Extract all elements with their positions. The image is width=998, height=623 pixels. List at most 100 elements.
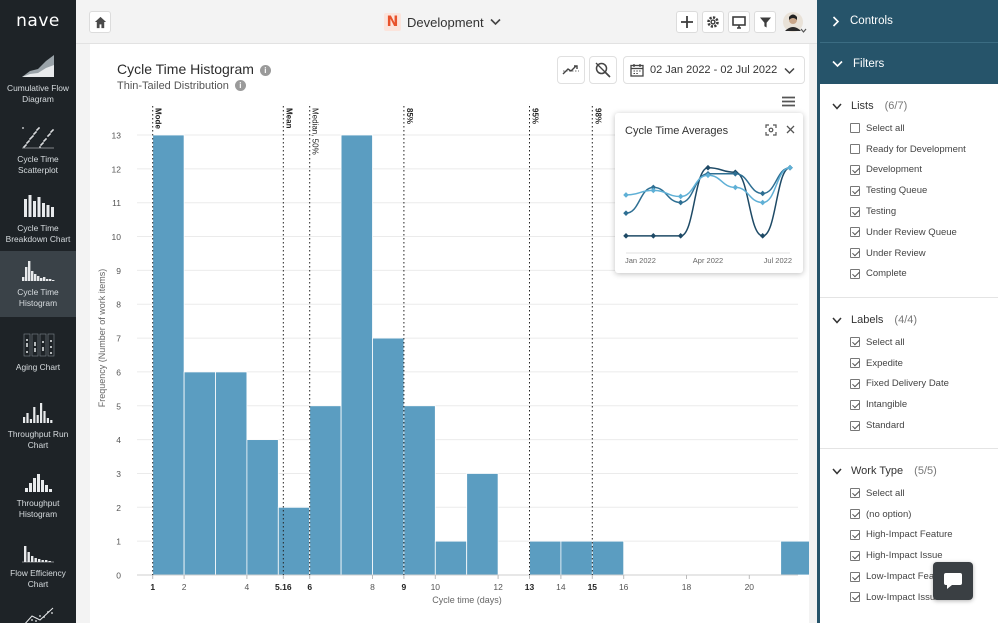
no-forecast-button[interactable] [589, 56, 617, 84]
filter-option[interactable]: High-Impact Feature [820, 525, 998, 546]
filter-option[interactable]: Intangible [820, 394, 998, 415]
brand-logo[interactable]: nave [16, 11, 60, 31]
filter-option[interactable]: Under Review [820, 243, 998, 264]
filter-group-header[interactable]: Labels (4/4) [820, 308, 998, 332]
filter-option[interactable]: Development [820, 160, 998, 181]
close-icon[interactable] [786, 125, 795, 134]
nav-item-aging-chart[interactable]: Aging Chart [0, 326, 76, 386]
filter-option[interactable]: Under Review Queue [820, 222, 998, 243]
averages-point[interactable] [759, 199, 766, 206]
averages-point[interactable] [650, 187, 657, 194]
histogram-bar[interactable] [340, 134, 373, 576]
filter-option[interactable]: Fixed Delivery Date [820, 374, 998, 395]
averages-point[interactable] [759, 190, 766, 197]
checkbox-checked[interactable] [850, 550, 860, 561]
histogram-bar[interactable] [529, 540, 562, 576]
filter-option[interactable]: Expedite [820, 353, 998, 374]
chart-menu-button[interactable] [782, 94, 795, 112]
checkbox-checked[interactable] [850, 420, 860, 431]
averages-point[interactable] [623, 192, 629, 198]
filter-option[interactable]: High-Impact Issue [820, 545, 998, 566]
averages-point[interactable] [650, 233, 657, 239]
filter-option[interactable]: (no option) [820, 504, 998, 525]
checkbox-checked[interactable] [850, 509, 860, 520]
histogram-bar[interactable] [591, 540, 625, 576]
checkbox-checked[interactable] [850, 529, 860, 540]
home-button[interactable] [89, 11, 111, 33]
checkbox-checked[interactable] [850, 488, 860, 499]
checkbox-checked[interactable] [850, 185, 860, 196]
filter-option[interactable]: Testing [820, 201, 998, 222]
add-button[interactable] [676, 11, 698, 33]
checkbox-checked[interactable] [850, 571, 860, 582]
averages-point[interactable] [759, 233, 766, 239]
controls-header[interactable]: Controls [820, 0, 998, 42]
histogram-bar[interactable] [780, 540, 809, 576]
histogram-bar[interactable] [466, 473, 499, 576]
nav-item-cycle-time-histogram[interactable]: Cycle Time Histogram [0, 251, 76, 317]
averages-point[interactable] [677, 193, 684, 200]
user-menu[interactable] [782, 11, 808, 35]
averages-point[interactable] [623, 233, 629, 239]
histogram-bar[interactable] [309, 405, 342, 576]
histogram-bar[interactable] [372, 337, 405, 576]
nav-item-flow-efficiency-chart[interactable]: Flow Efficiency Chart [0, 532, 76, 594]
histogram-bar[interactable] [152, 134, 185, 576]
filter-button[interactable] [754, 11, 776, 33]
averages-point[interactable] [787, 164, 793, 171]
filters-header[interactable]: Filters [820, 42, 998, 84]
filter-option[interactable]: Ready for Development [820, 139, 998, 160]
nav-item-throughput-run-chart[interactable]: Throughput Run Chart [0, 393, 76, 455]
histogram-bar[interactable] [560, 540, 593, 576]
filter-option[interactable]: Complete [820, 264, 998, 285]
nav-item-cumulative-flow-diagram[interactable]: Cumulative Flow Diagram [0, 47, 76, 109]
checkbox-checked[interactable] [850, 227, 860, 238]
averages-point[interactable] [677, 199, 684, 206]
board-selector[interactable]: N Development [384, 11, 501, 33]
checkbox-checked[interactable] [850, 206, 860, 217]
checkbox-unchecked[interactable] [850, 123, 860, 134]
filter-option[interactable]: Select all [820, 483, 998, 504]
filter-option[interactable]: Low-Impact Issue [820, 587, 998, 608]
checkbox-checked[interactable] [850, 337, 860, 348]
display-button[interactable] [728, 11, 750, 33]
averages-point[interactable] [705, 164, 711, 171]
averages-point[interactable] [732, 170, 739, 177]
info-icon[interactable]: i [234, 80, 246, 91]
filter-option[interactable]: Select all [820, 332, 998, 353]
checkbox-checked[interactable] [850, 592, 860, 603]
averages-point[interactable] [650, 184, 657, 191]
nav-item-cycle-time-breakdown-chart[interactable]: Cycle Time Breakdown Chart [0, 187, 76, 249]
histogram-bar[interactable] [277, 506, 311, 576]
averages-point[interactable] [677, 233, 684, 239]
filter-group-header[interactable]: Work Type (5/5) [820, 459, 998, 483]
info-icon[interactable]: i [259, 65, 271, 76]
checkbox-checked[interactable] [850, 358, 860, 369]
averages-point[interactable] [623, 210, 629, 216]
histogram-bar[interactable] [434, 540, 468, 576]
histogram-bar[interactable] [246, 439, 279, 576]
nav-item-more[interactable] [0, 598, 76, 623]
histogram-bar[interactable] [215, 371, 248, 576]
checkbox-checked[interactable] [850, 248, 860, 259]
filter-option[interactable]: Select all [820, 118, 998, 139]
checkbox-checked[interactable] [850, 378, 860, 389]
settings-button[interactable] [702, 11, 724, 33]
filter-option[interactable]: Testing Queue [820, 180, 998, 201]
filter-option[interactable]: Low-Impact Feature [820, 566, 998, 587]
checkbox-checked[interactable] [850, 268, 860, 279]
trend-toggle-button[interactable] [557, 56, 585, 84]
nav-item-cycle-time-scatterplot[interactable]: Cycle Time Scatterplot [0, 118, 76, 180]
date-range-picker[interactable]: 02 Jan 2022 - 02 Jul 2022 [623, 56, 805, 84]
checkbox-checked[interactable] [850, 399, 860, 410]
checkbox-checked[interactable] [850, 164, 860, 175]
filter-option[interactable]: Standard [820, 415, 998, 436]
histogram-bar[interactable] [403, 405, 436, 576]
filter-group-header[interactable]: Lists (6/7) [820, 94, 998, 118]
histogram-bar[interactable] [183, 371, 216, 576]
averages-point[interactable] [732, 184, 739, 191]
nav-item-throughput-histogram[interactable]: Throughput Histogram [0, 462, 76, 524]
chat-button[interactable] [933, 562, 973, 600]
checkbox-unchecked[interactable] [850, 144, 860, 155]
focus-icon[interactable] [765, 124, 777, 136]
